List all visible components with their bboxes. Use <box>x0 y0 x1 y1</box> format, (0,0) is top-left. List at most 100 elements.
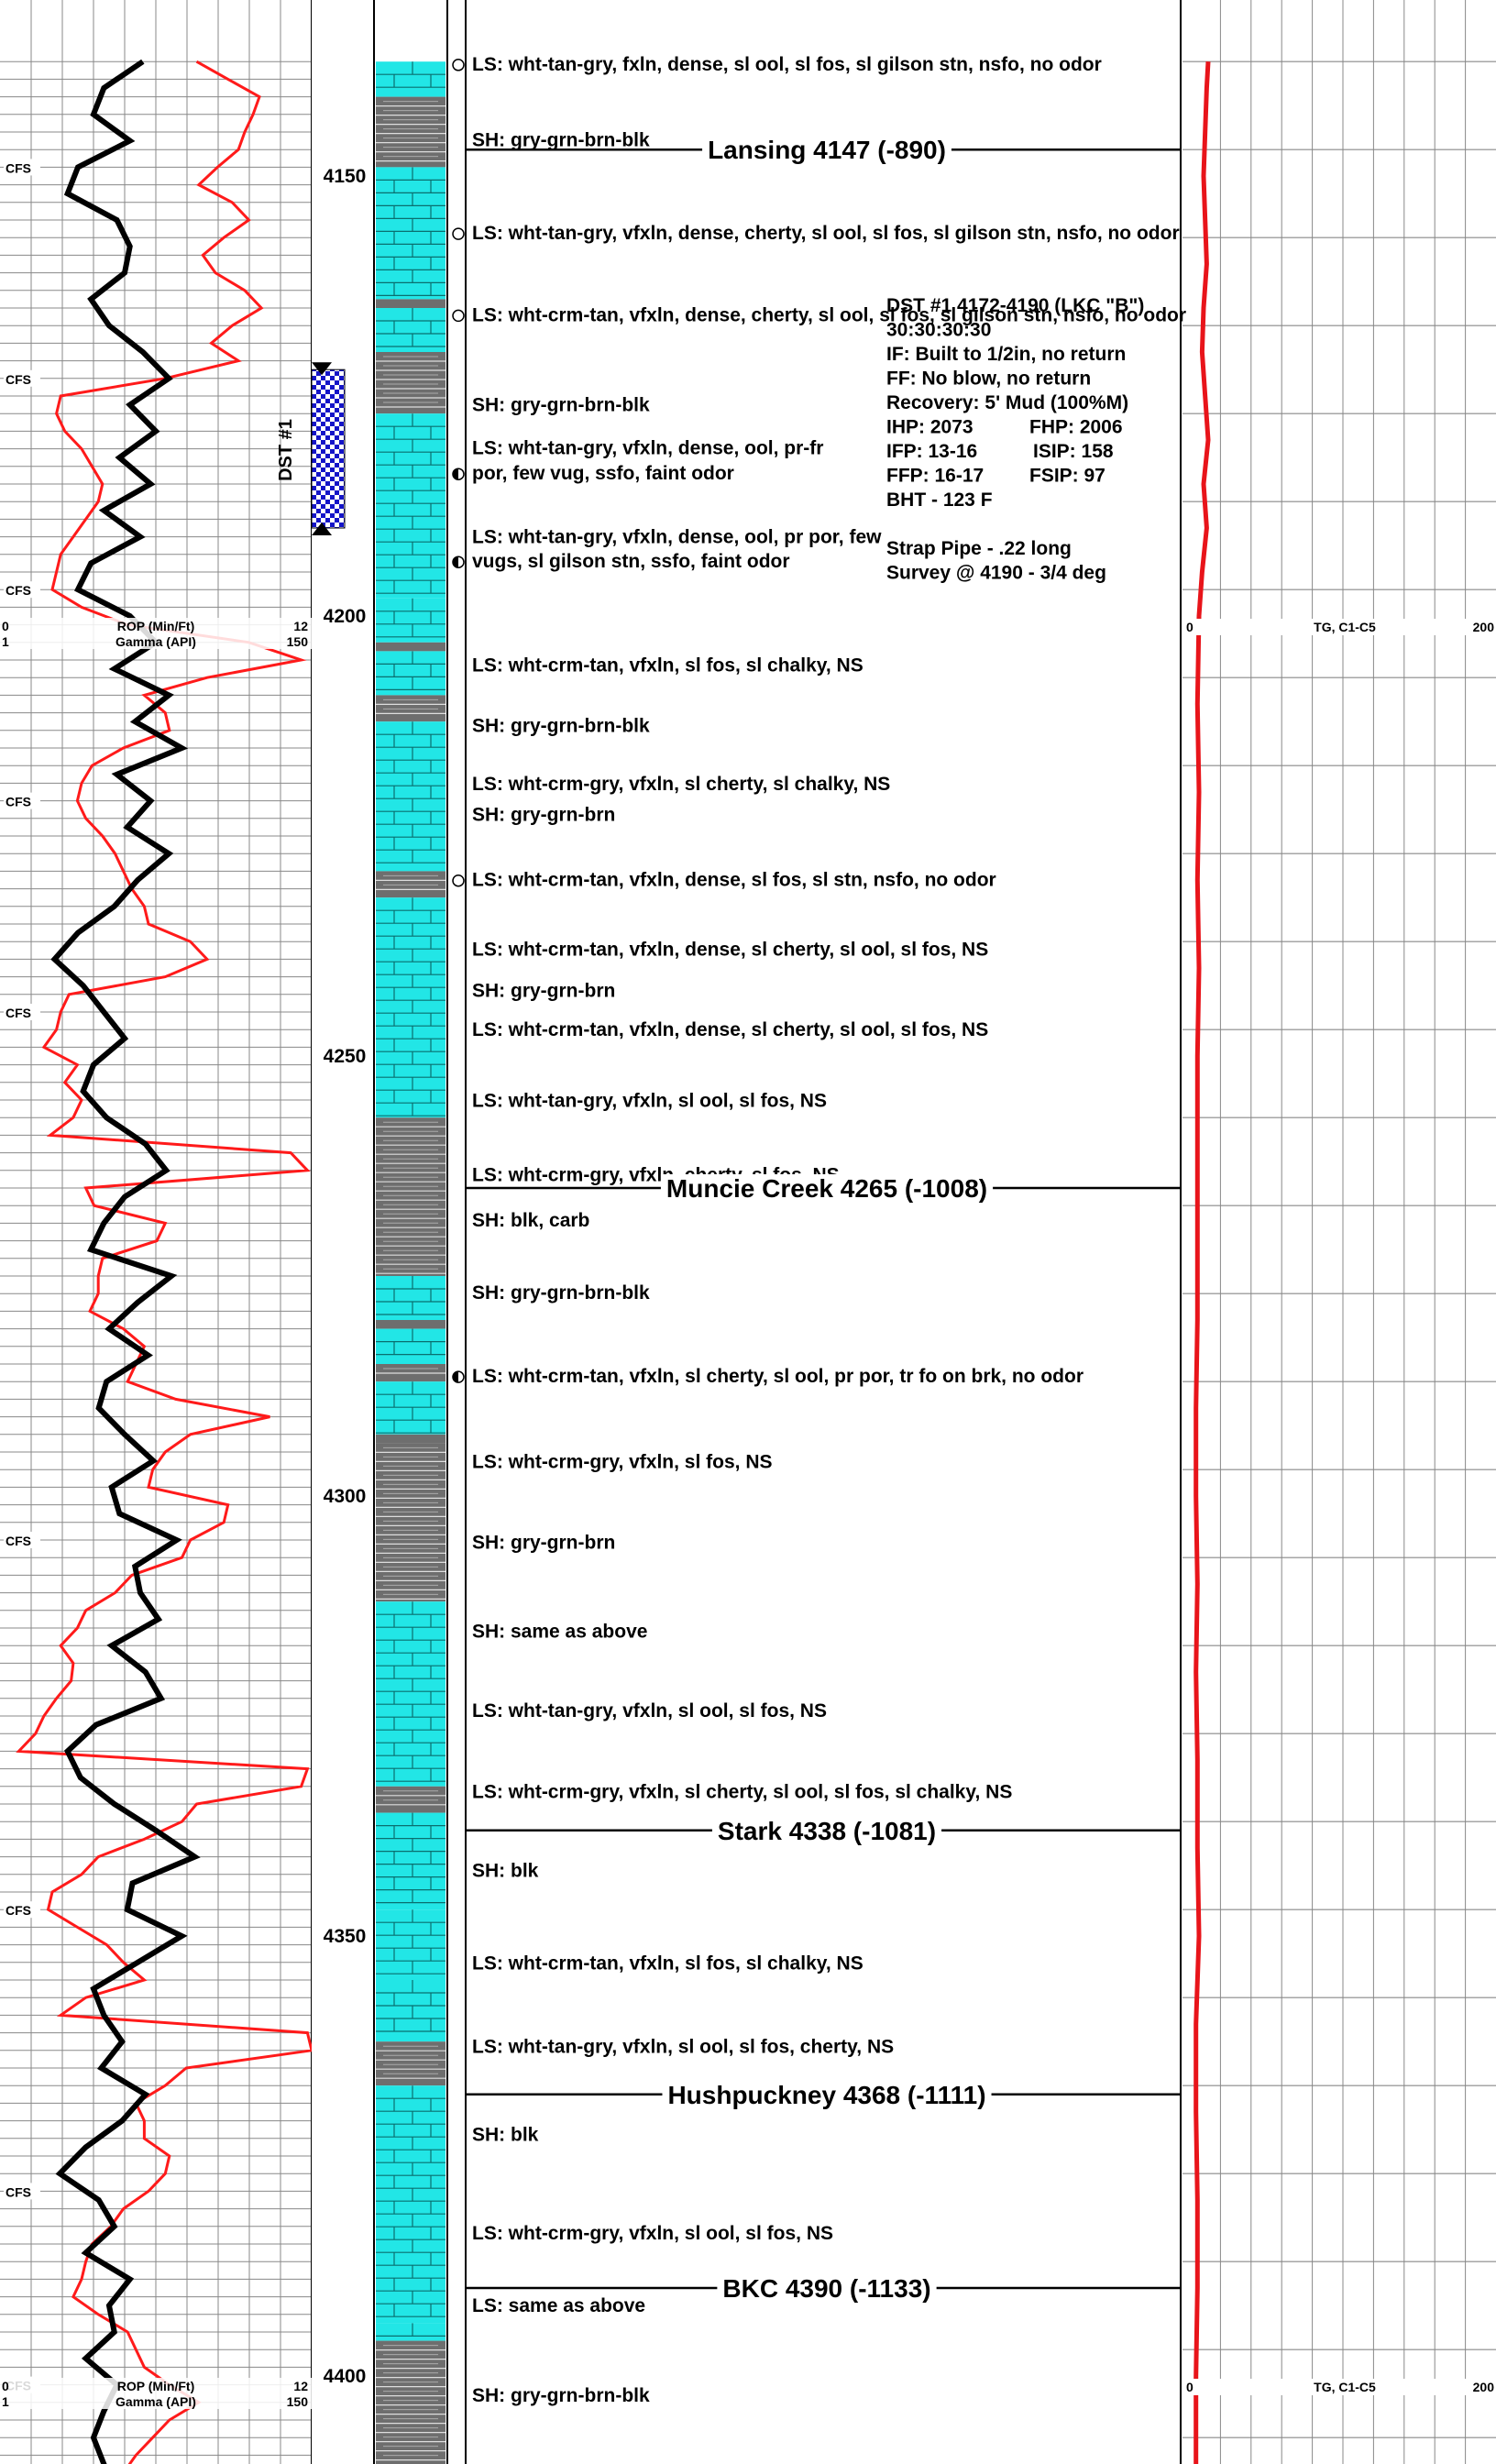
lithology-description: SH: blk, carb <box>472 1210 589 1231</box>
dst-label: DST #1 <box>276 419 296 481</box>
lithology-description: LS: wht-tan-gry, vfxln, dense, ool, pr-f… <box>472 437 823 458</box>
formation-top-label: BKC 4390 (-1133) <box>722 2274 930 2303</box>
gamma-curve <box>16 60 314 2464</box>
lithology-description: LS: wht-crm-tan, vfxln, sl fos, sl chalk… <box>472 654 864 676</box>
gas-scale-min: 0 <box>1186 2380 1194 2394</box>
dst-result-right: FSIP: 97 <box>1029 466 1106 487</box>
cfs-label-bg <box>4 581 40 599</box>
lithology-description: LS: wht-crm-tan, vfxln, dense, sl cherty… <box>472 1019 988 1040</box>
formation-top-label: Muncie Creek 4265 (-1008) <box>666 1174 987 1203</box>
shale-interval <box>376 2340 446 2464</box>
dst-result-right: ISIP: 158 <box>1033 441 1114 462</box>
dst-result-line: Strap Pipe - .22 long <box>886 538 1072 559</box>
gas-title: TG, C1-C5 <box>1314 2380 1376 2394</box>
lithology-description: LS: wht-tan-gry, vfxln, dense, ool, pr p… <box>472 526 882 547</box>
description-track: LS: wht-tan-gry, fxln, dense, sl ool, sl… <box>452 0 1186 2464</box>
shale-interval <box>376 642 446 652</box>
track-header-bg <box>1184 619 1494 635</box>
shale-interval <box>376 1320 446 1329</box>
dst-result-left: IFP: 13-16 <box>886 441 977 462</box>
lithology-description: SH: gry-grn-brn-blk <box>472 716 650 737</box>
gas-curve <box>1194 61 1211 2464</box>
lithology-description: LS: wht-crm-gry, vfxln, sl ool, sl fos, … <box>472 2223 833 2244</box>
rop-gamma-track: CFSCFSCFSCFSCFSCFSCFSCFSCFS012ROP (Min/F… <box>0 0 314 2464</box>
limestone-interval <box>376 308 446 352</box>
lithology-description: SH: gry-grn-brn-blk <box>472 394 650 415</box>
cfs-label: CFS <box>6 583 31 598</box>
dst-bottom-arrow <box>312 522 332 535</box>
cfs-label: CFS <box>6 1534 31 1548</box>
cfs-label: CFS <box>6 795 31 809</box>
limestone-interval <box>376 1812 446 1910</box>
lithology-description: LS: wht-crm-gry, vfxln, sl cherty, sl ch… <box>472 774 890 795</box>
shale-interval <box>376 299 446 308</box>
lithology-description: SH: gry-grn-brn <box>472 805 615 826</box>
limestone-interval <box>376 1381 446 1435</box>
cfs-label-bg <box>4 1532 40 1548</box>
depth-label: 4300 <box>324 1486 367 1507</box>
formation-label-bg <box>660 1174 994 1203</box>
shale-interval <box>376 352 446 414</box>
show-symbol-icon <box>452 59 465 72</box>
shale-interval <box>376 1786 446 1813</box>
lithology-description: LS: same as above <box>472 2295 645 2316</box>
cfs-label-bg <box>4 159 40 176</box>
gas-scale-min: 0 <box>1186 620 1194 634</box>
lithology-column <box>373 0 448 2464</box>
dst-marker: DST #1 <box>276 362 346 535</box>
limestone-interval <box>376 61 446 97</box>
lithology-description: LS: wht-tan-gry, fxln, dense, sl ool, sl… <box>472 54 1102 75</box>
gamma-scale-max: 150 <box>287 634 309 649</box>
rop-scale-min: 0 <box>2 619 9 633</box>
limestone-interval <box>376 2085 446 2324</box>
gamma-scale-max: 150 <box>287 2394 309 2409</box>
lithology-description: LS: wht-crm-tan, vfxln, sl cherty, sl oo… <box>472 1366 1084 1387</box>
track-header-bg <box>0 2378 312 2409</box>
cfs-label-bg <box>4 1901 40 1919</box>
formation-top-label: Lansing 4147 (-890) <box>708 136 946 164</box>
limestone-interval <box>376 897 446 1118</box>
cfs-label-bg <box>4 792 40 809</box>
rop-title: ROP (Min/Ft) <box>117 2379 195 2393</box>
lithology-description: LS: wht-tan-gry, vfxln, sl ool, sl fos, … <box>472 1091 827 1112</box>
gamma-title: Gamma (API) <box>116 2394 196 2409</box>
cfs-label: CFS <box>6 160 31 175</box>
dst-result-line: 30:30:30:30 <box>886 320 991 341</box>
show-symbol-icon <box>452 874 465 887</box>
limestone-interval <box>376 1276 446 1320</box>
cfs-label: CFS <box>6 2184 31 2199</box>
dst-result-left: FFP: 16-17 <box>886 466 984 487</box>
gamma-scale-min: 1 <box>2 2394 9 2409</box>
lithology-description: LS: wht-crm-tan, vfxln, dense, sl cherty… <box>472 940 988 961</box>
dst-result-line: DST #1 4172-4190 (LKC "B") <box>886 295 1144 316</box>
cfs-label-bg <box>4 1004 40 1020</box>
formation-label-bg <box>711 1816 942 1845</box>
rop-curve <box>50 59 201 2464</box>
rop-scale-max: 12 <box>293 2379 308 2393</box>
shale-interval <box>376 1117 446 1276</box>
gas-scale-max: 200 <box>1473 2380 1495 2394</box>
lithology-description: vugs, sl gilson stn, ssfo, faint odor <box>472 551 790 572</box>
depth-label: 4150 <box>324 166 367 187</box>
formation-label-bg <box>717 2274 937 2303</box>
lithology-description: LS: wht-tan-gry, vfxln, dense, cherty, s… <box>472 223 1180 244</box>
dst-result-line: BHT - 123 F <box>886 490 993 511</box>
show-symbol-icon <box>452 227 465 240</box>
show-symbol-fill <box>453 468 458 480</box>
lithology-description: SH: gry-grn-brn-blk <box>472 1282 650 1304</box>
lithology-description: SH: same as above <box>472 1622 647 1643</box>
dst-top-arrow <box>312 362 332 376</box>
dst-interval <box>311 368 346 529</box>
rop-title: ROP (Min/Ft) <box>117 619 195 633</box>
gas-scale-max: 200 <box>1473 620 1495 634</box>
lithology-description: LS: wht-tan-gry, vfxln, sl ool, sl fos, … <box>472 1700 827 1722</box>
formation-label-bg <box>662 2080 992 2109</box>
lithology-description: SH: blk <box>472 2125 539 2146</box>
cfs-label: CFS <box>6 372 31 387</box>
lithology-description: LS: wht-crm-tan, vfxln, sl fos, sl chalk… <box>472 1952 864 1974</box>
shale-interval <box>376 96 446 168</box>
limestone-interval <box>376 721 446 872</box>
limestone-interval <box>376 651 446 696</box>
shale-interval <box>376 871 446 898</box>
